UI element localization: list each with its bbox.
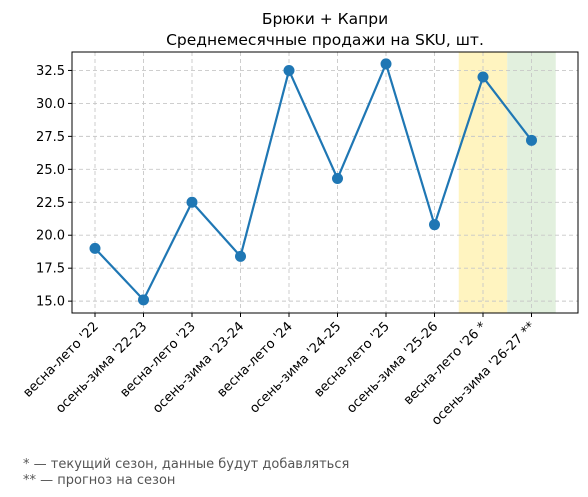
x-tick-label: весна-лето '26 * (401, 319, 490, 408)
x-tick-label: осень-зима '25-26 (344, 319, 441, 416)
grid-layer (72, 52, 578, 313)
data-point (380, 58, 392, 70)
series-line (94, 62, 533, 301)
y-tick-label: 20.0 (36, 229, 65, 244)
y-tick-label: 30.0 (36, 97, 65, 112)
season-highlight-layer (458, 52, 556, 313)
y-tick-label: 15.0 (36, 295, 65, 310)
data-point (235, 250, 246, 262)
y-tick-label: 25.0 (36, 163, 65, 178)
season-band-2 (507, 52, 556, 313)
y-tick-label: 22.5 (36, 196, 65, 211)
y-tick-label: 27.5 (36, 130, 65, 145)
plot-area-frame (71, 51, 579, 314)
data-point (186, 196, 198, 208)
chart-title-line-2: Среднемесячные продажи на SKU, шт. (166, 31, 484, 49)
x-tick-label: осень-зима '22-23 (53, 319, 150, 416)
data-point (332, 173, 343, 185)
y-tick-label: 17.5 (36, 262, 65, 277)
y-tick-label: 32.5 (36, 64, 65, 79)
x-tick-label: осень-зима '24-25 (247, 319, 344, 416)
season-band-1 (458, 52, 508, 313)
series-layer (89, 58, 537, 306)
x-tick-label: осень-зима '23-24 (150, 319, 247, 416)
data-point (477, 71, 489, 83)
data-point (138, 294, 149, 306)
data-point (429, 219, 440, 231)
data-point (283, 64, 295, 76)
footnote-forecast: ** — прогноз на сезон (23, 473, 176, 488)
chart-title: Брюки + Капри Среднемесячные продажи на … (166, 10, 484, 49)
data-point (89, 242, 101, 254)
data-point (526, 134, 537, 146)
footnote-current-season: * — текущий сезон, данные будут добавлят… (23, 457, 350, 472)
chart-title-line-1: Брюки + Капри (262, 10, 388, 28)
